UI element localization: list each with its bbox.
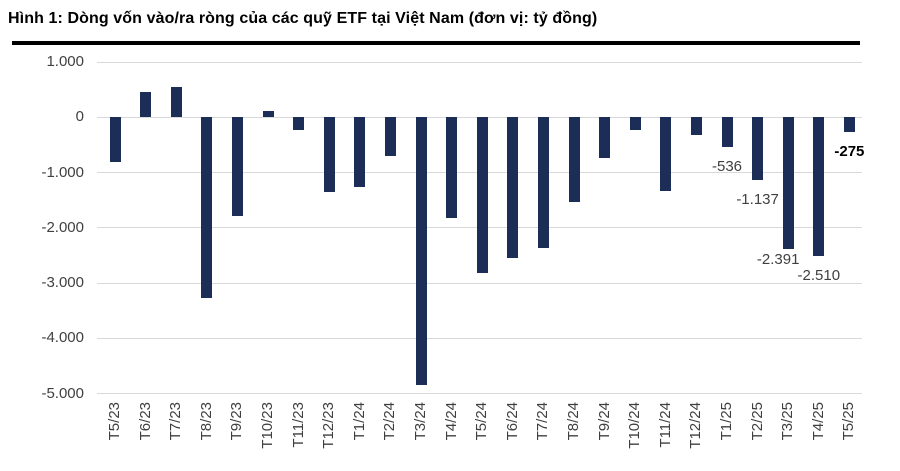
gridline <box>97 61 862 63</box>
x-axis-label-T1/25: T1/25 <box>718 402 735 441</box>
x-axis-label-T2/24: T2/24 <box>381 402 399 441</box>
gridline <box>97 282 862 284</box>
x-axis-label-T2/25: T2/25 <box>748 402 766 441</box>
x-axis-label-T6/23: T6/23 <box>136 402 154 441</box>
data-label-T1/25: -536 <box>711 157 743 175</box>
bar-T7/24 <box>537 117 549 248</box>
bar-T3/24 <box>415 117 427 385</box>
gridline <box>97 393 862 394</box>
y-axis-tick-label: -5.000 <box>41 384 84 402</box>
x-axis-label-T8/24: T8/24 <box>565 402 582 441</box>
bar-T4/25 <box>813 117 825 256</box>
bar-T8/24 <box>568 117 580 203</box>
bar-T6/24 <box>507 117 519 258</box>
bar-T3/25 <box>782 117 794 250</box>
x-axis-label-T12/23: T12/23 <box>320 402 338 449</box>
bar-T5/24 <box>476 117 488 274</box>
bar-T4/24 <box>446 117 458 218</box>
x-axis-label-T10/23: T10/23 <box>259 402 276 449</box>
bar-T7/23 <box>170 87 182 118</box>
bar-T1/24 <box>354 117 366 188</box>
y-axis-tick-label: -1.000 <box>41 163 84 181</box>
figure-title: Hình 1: Dòng vốn vào/ra ròng của các quỹ… <box>8 10 598 27</box>
x-axis-label-T3/24: T3/24 <box>412 402 429 441</box>
bar-T9/24 <box>599 117 611 158</box>
x-axis-label-T12/24: T12/24 <box>687 402 705 449</box>
data-label-T2/25: -1.137 <box>736 191 779 209</box>
x-axis-label-T11/24: T11/24 <box>656 402 674 448</box>
bar-T11/23 <box>293 117 305 130</box>
x-axis-label-T3/25: T3/25 <box>779 402 797 441</box>
y-axis-tick-label: -3.000 <box>41 274 84 291</box>
gridline <box>97 337 862 339</box>
bar-T11/24 <box>660 117 672 192</box>
bar-T10/23 <box>262 111 274 118</box>
x-axis-label-T5/24: T5/24 <box>473 402 491 441</box>
bar-T8/23 <box>201 117 213 298</box>
x-axis-label-T4/25: T4/25 <box>809 402 827 441</box>
x-axis-label-T1/24: T1/24 <box>350 402 368 441</box>
x-axis-label-T5/23: T5/23 <box>106 402 123 441</box>
data-label-T5/25: -275 <box>834 143 865 161</box>
y-axis-tick-label: -4.000 <box>41 329 84 347</box>
bar-T5/23 <box>109 117 121 162</box>
x-axis-label-T7/23: T7/23 <box>167 402 185 441</box>
bar-T5/25 <box>843 117 855 133</box>
bar-T2/24 <box>384 117 396 157</box>
x-axis-label-T9/23: T9/23 <box>228 402 246 441</box>
x-axis-label-T10/24: T10/24 <box>626 402 644 449</box>
y-axis-tick-label: 0 <box>75 108 84 126</box>
data-label-T4/25: -2.510 <box>797 266 841 284</box>
x-axis-label-T7/24: T7/24 <box>534 402 552 441</box>
x-axis-label-T5/25: T5/25 <box>840 402 858 441</box>
bar-T12/24 <box>690 117 702 136</box>
title-underline-rule <box>12 41 860 45</box>
y-axis-tick-label: 1.000 <box>46 53 84 70</box>
x-axis-label-T6/24: T6/24 <box>503 402 521 441</box>
bar-T9/23 <box>231 117 243 217</box>
bar-T10/24 <box>629 117 641 130</box>
x-axis-label-T11/23: T11/23 <box>289 402 307 448</box>
bar-T1/25 <box>721 117 733 147</box>
x-axis-label-T9/24: T9/24 <box>595 402 613 441</box>
y-axis-tick-label: -2.000 <box>41 218 84 236</box>
bar-T6/23 <box>140 91 152 118</box>
x-axis-label-T8/23: T8/23 <box>197 402 215 441</box>
bar-T12/23 <box>323 117 335 193</box>
data-label-T3/25: -2.391 <box>756 251 800 269</box>
bar-T2/25 <box>752 117 764 181</box>
x-axis-label-T4/24: T4/24 <box>442 402 460 441</box>
